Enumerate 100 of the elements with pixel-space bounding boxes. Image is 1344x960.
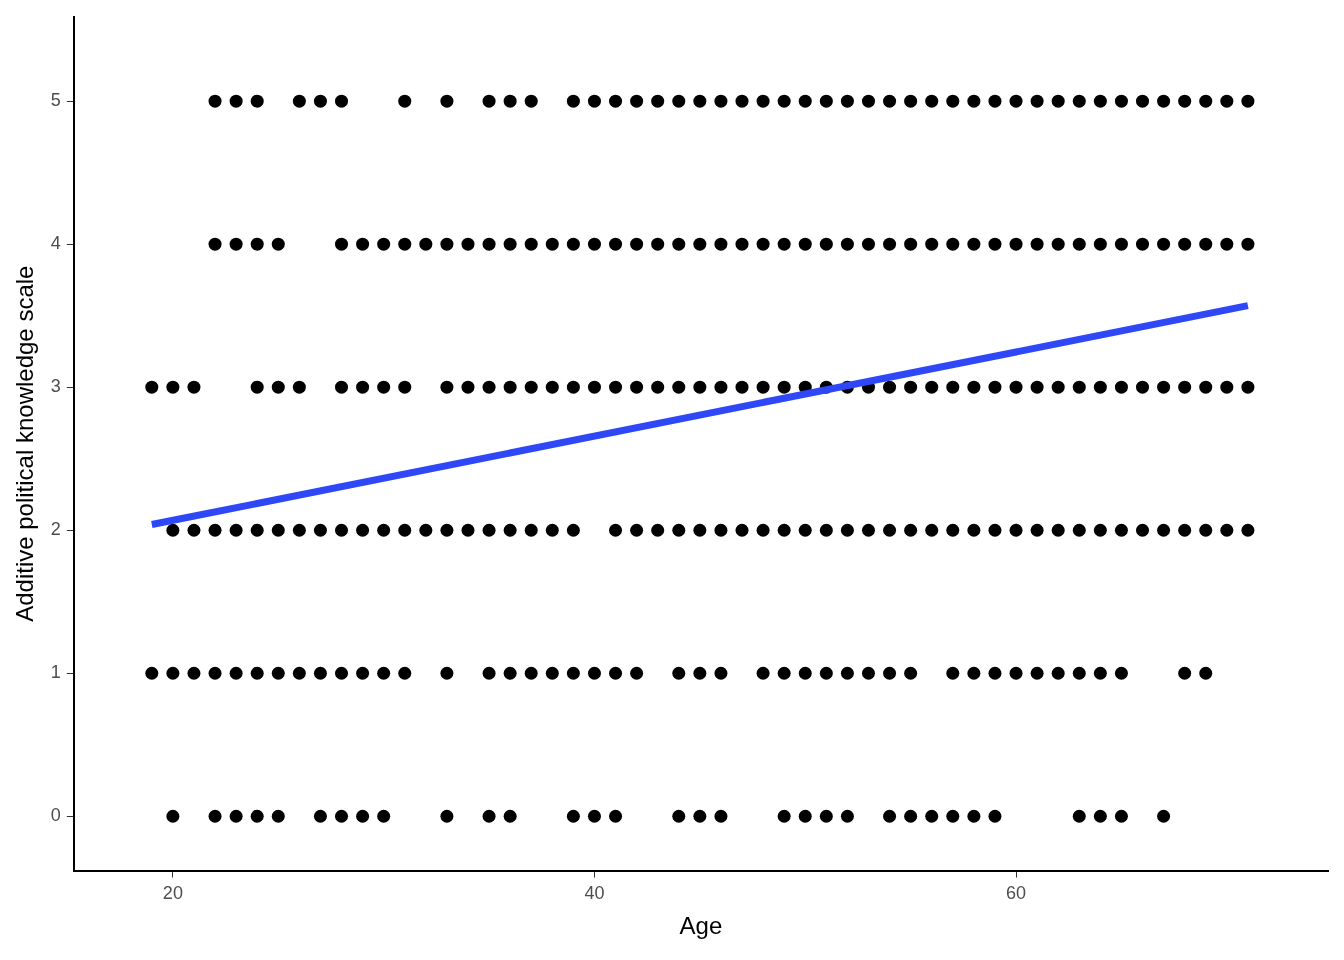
point [1178,94,1192,108]
point [1051,380,1065,394]
point [1114,380,1128,394]
point [524,237,538,251]
point [461,380,475,394]
point [587,380,601,394]
point [1220,380,1234,394]
point [672,666,686,680]
point [229,809,243,823]
point [1093,523,1107,537]
point [1030,94,1044,108]
point [419,523,433,537]
point [335,94,349,108]
point [861,666,875,680]
point [1009,94,1023,108]
point [1093,809,1107,823]
point [292,94,306,108]
point [714,523,728,537]
point [1199,523,1213,537]
point [946,237,960,251]
point [1114,809,1128,823]
point [440,237,454,251]
point [1241,523,1255,537]
point [777,809,791,823]
point [166,809,180,823]
point [714,237,728,251]
point [925,523,939,537]
point [1051,523,1065,537]
point [925,237,939,251]
point [250,94,264,108]
point [482,523,496,537]
point [1199,94,1213,108]
point [356,237,370,251]
point [1178,237,1192,251]
point [503,666,517,680]
point [524,94,538,108]
point [714,380,728,394]
point [145,666,159,680]
point [566,523,580,537]
point [988,94,1002,108]
point [166,523,180,537]
point [693,94,707,108]
point [693,380,707,394]
y-tick-label: 0 [50,805,61,826]
x-axis-title: Age [679,912,723,940]
point [904,523,918,537]
point [524,666,538,680]
point [398,237,412,251]
point [819,237,833,251]
point [1220,94,1234,108]
point [1157,237,1171,251]
point [545,523,559,537]
point [630,523,644,537]
point [229,237,243,251]
point [840,237,854,251]
point [609,380,623,394]
y-tick-label: 4 [50,233,61,254]
point [946,809,960,823]
point [503,809,517,823]
point [440,523,454,537]
point [187,666,201,680]
point [819,94,833,108]
point [566,666,580,680]
point [1178,666,1192,680]
point [1136,94,1150,108]
point [798,237,812,251]
point [313,94,327,108]
point [1220,237,1234,251]
point [840,809,854,823]
point [714,94,728,108]
point [988,666,1002,680]
point [461,237,475,251]
point [482,666,496,680]
point [672,237,686,251]
point [651,94,665,108]
point [250,809,264,823]
point [967,666,981,680]
point [524,523,538,537]
point [271,523,285,537]
point [524,380,538,394]
point [587,237,601,251]
point [377,380,391,394]
y-axis-title: Additive political knowledge scale [11,265,39,622]
point [756,523,770,537]
point [904,380,918,394]
point [208,237,222,251]
point [988,380,1002,394]
point [735,380,749,394]
point [271,380,285,394]
point [398,94,412,108]
point [587,809,601,823]
point [756,666,770,680]
point [756,380,770,394]
point [292,523,306,537]
point [609,237,623,251]
point [819,809,833,823]
point [693,523,707,537]
point [250,380,264,394]
point [440,380,454,394]
point [1051,94,1065,108]
